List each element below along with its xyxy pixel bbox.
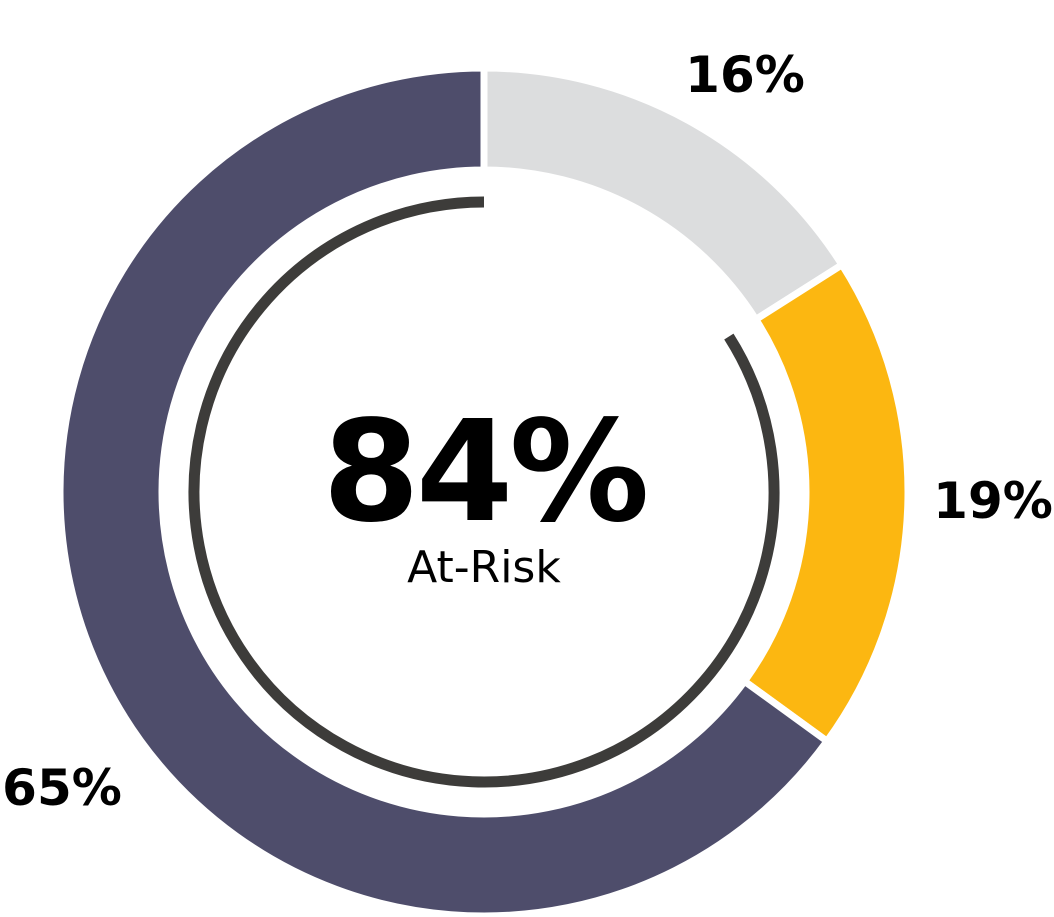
slice-label-16: 16% [685,46,805,104]
slice-label-65: 65% [2,759,122,817]
donut-slices [56,64,912,917]
donut-slice-65 [56,64,832,917]
donut-slice-16 [480,64,847,325]
slice-label-19: 19% [933,472,1053,530]
center-percentage: 84% [322,391,645,554]
at-risk-inner-arc [188,196,780,788]
center-caption: At-Risk [407,542,561,593]
